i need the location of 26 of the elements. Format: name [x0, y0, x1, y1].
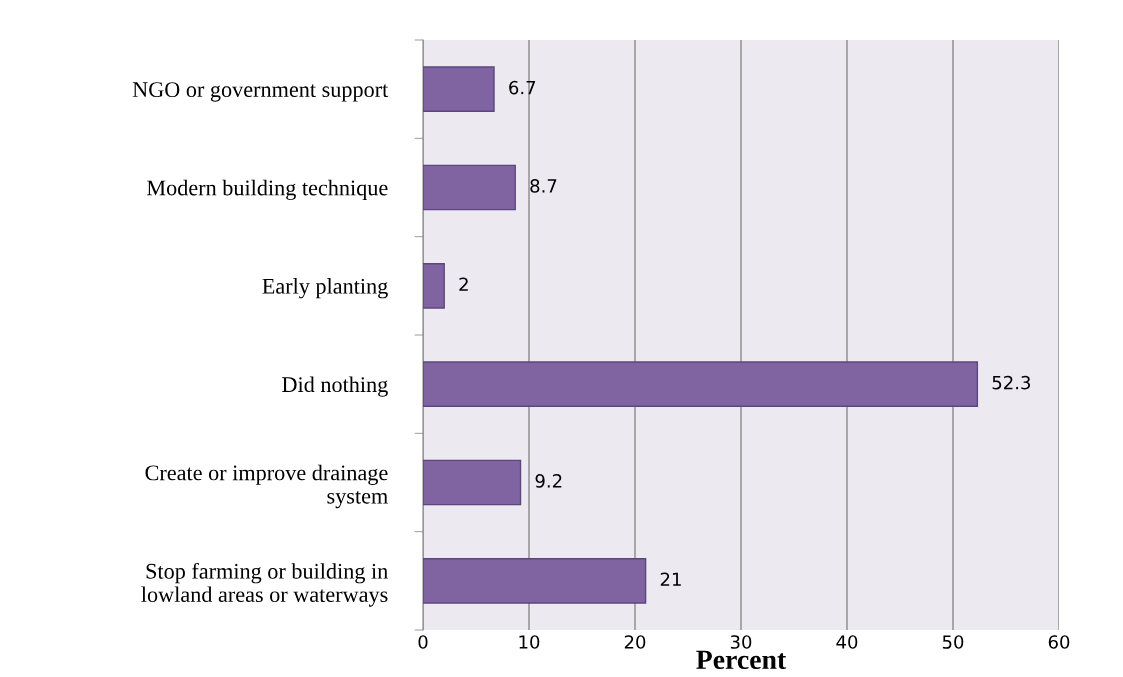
data-label: 2: [459, 277, 468, 291]
bar: [423, 459, 522, 506]
bar: [423, 263, 445, 309]
x-axis-title: Percent: [696, 650, 787, 670]
x-tick-label: 30: [730, 635, 752, 649]
data-label: 9.2: [535, 474, 562, 488]
data-label: 21: [660, 572, 681, 586]
x-tick-label: 10: [519, 635, 540, 649]
y-tick-label: Early planting: [262, 278, 388, 299]
x-tick-label: 20: [624, 635, 646, 649]
y-tick-label: NGO or government support: [132, 82, 389, 102]
y-tick-label: Did nothing: [282, 376, 388, 397]
bar: [423, 361, 979, 407]
data-label: 8.7: [530, 179, 557, 193]
x-tick-label: 0: [418, 635, 428, 649]
x-tick-label: 50: [942, 635, 964, 649]
y-tick-label: Modern building technique: [146, 179, 388, 201]
y-tick-label: Stop farming or building in lowland areas or waterways: [141, 562, 388, 607]
data-label: 52.3: [992, 375, 1031, 390]
bar: [423, 164, 516, 211]
bar: [423, 66, 495, 112]
bar: [423, 558, 647, 604]
x-tick-label: 40: [836, 635, 858, 649]
data-label: 6.7: [509, 80, 536, 95]
x-tick-label: 60: [1048, 635, 1070, 649]
y-tick-label: Create or improve drainage system: [145, 464, 388, 509]
